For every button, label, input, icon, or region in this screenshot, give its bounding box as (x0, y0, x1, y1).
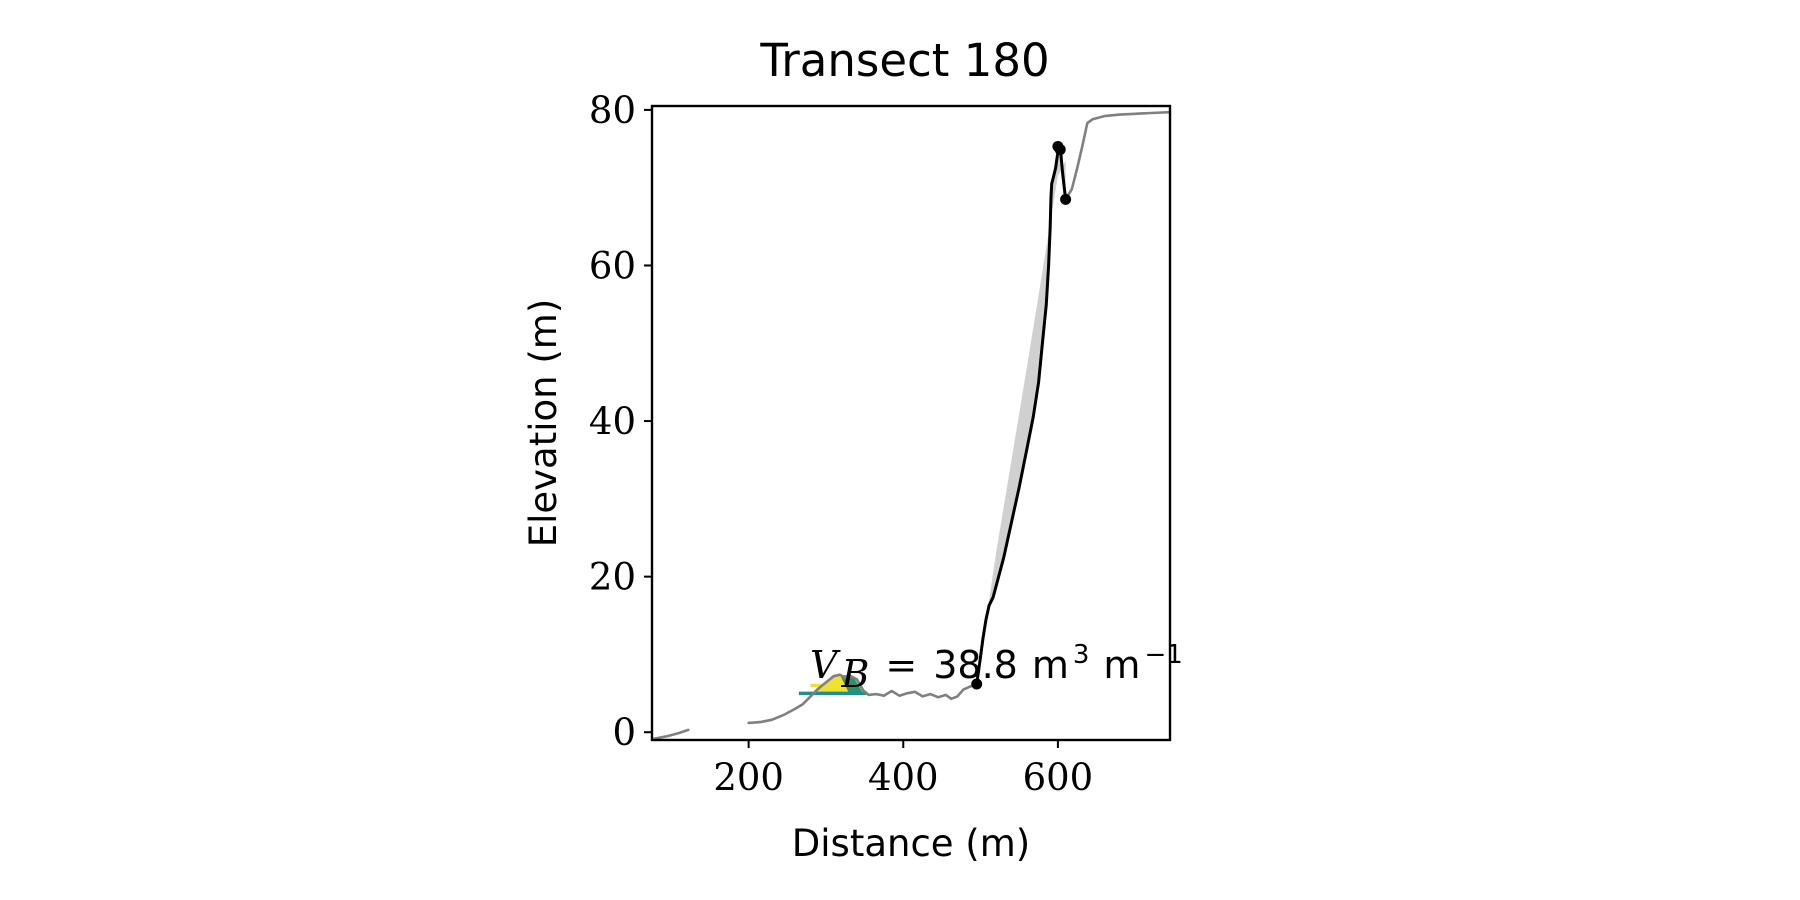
series-line-cliff (975, 145, 1068, 686)
annotation-unit: m (1032, 643, 1069, 687)
x-axis-label: Distance (m) (792, 822, 1030, 865)
annotation-exponent: 3 (1073, 640, 1090, 670)
y-tick-label: 80 (589, 89, 636, 132)
data-point (1054, 144, 1066, 156)
marker-layer (971, 140, 1072, 690)
annotation-subscript: B (840, 652, 869, 696)
data-point (971, 678, 983, 690)
annotation-exponent-per: −1 (1144, 640, 1182, 670)
y-tick-label: 40 (589, 400, 636, 443)
y-tick-label: 60 (589, 244, 636, 287)
svg-text:V B = 38.8: V B = 38.8 m 3 m −1 (810, 640, 1183, 696)
x-axis: 200 400 600 (713, 740, 1093, 799)
x-tick-label: 600 (1023, 756, 1094, 799)
x-tick-label: 200 (713, 756, 784, 799)
y-tick-label: 20 (589, 556, 636, 599)
plot-area (650, 110, 1172, 741)
x-tick-label: 400 (868, 756, 939, 799)
series-line-profile-upper (1064, 110, 1172, 201)
y-axis-label: Elevation (m) (522, 299, 565, 548)
data-point (1060, 193, 1072, 205)
annotation-unit-per: m (1103, 643, 1140, 687)
chart-title: Transect 180 (759, 34, 1049, 87)
annotation-equals: = (885, 643, 917, 687)
series-line-profile-offshore (650, 728, 690, 741)
annotation-value: 38.8 (933, 643, 1018, 687)
cliff-volume-fill (976, 146, 1066, 684)
y-tick-label: 0 (612, 711, 636, 754)
volume-annotation: V B = 38.8 m 3 m −1 (810, 640, 1183, 696)
sediment-layer (798, 674, 867, 697)
annotation-variable: V (810, 643, 841, 687)
fill-layer (976, 146, 1066, 684)
plot-frame (650, 104, 1172, 742)
sediment-crest (839, 674, 864, 694)
series-line-profile (747, 673, 978, 725)
series-layer (650, 110, 1172, 741)
y-axis: 0 20 40 60 80 (589, 89, 652, 754)
